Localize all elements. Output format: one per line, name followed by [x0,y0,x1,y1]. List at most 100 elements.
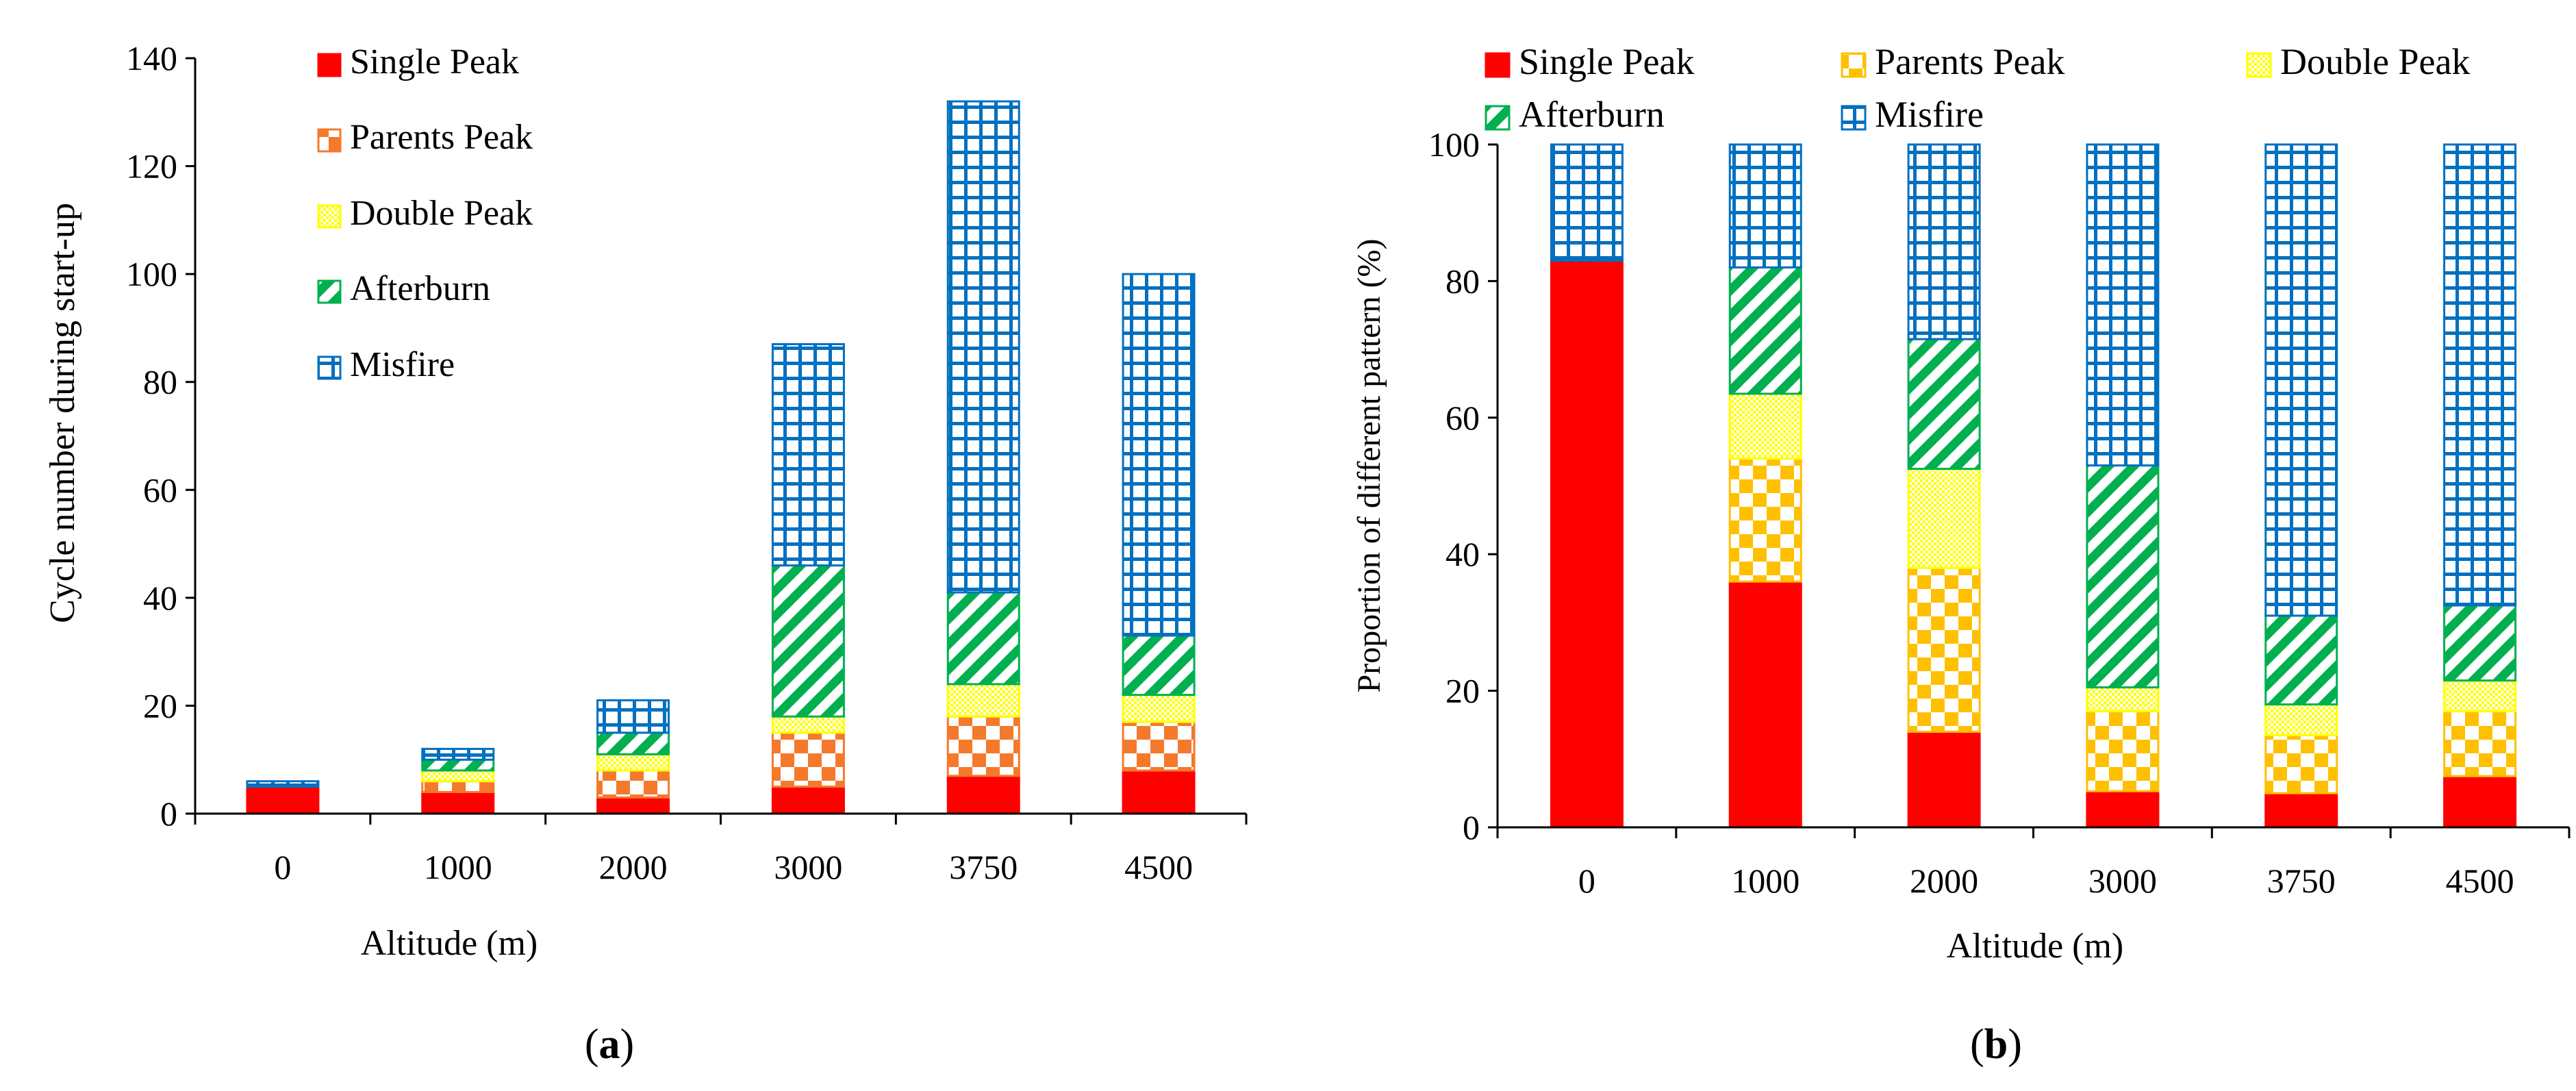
chart-b-bar-single-peak-0 [1550,259,1624,829]
chart-a-panel-label: (a) [585,1021,634,1068]
chart-b-ylabel: Proportion of different pattern (%) [1351,239,1387,693]
chart-b-xtick-label-3000: 3000 [2088,862,2157,900]
chart-a-legend-label-single-peak: Single Peak [350,42,519,81]
chart-a-bar-afterburn-3750 [946,591,1020,686]
chart-b-bar-afterburn-1000 [1728,266,1802,395]
chart-a-plot: 0 20 40 60 80 100 120 140 0 1000 2000 3000 3750 4500 [126,39,1248,886]
chart-a-bar-afterburn-4500 [1122,634,1196,697]
chart-b-bar-afterburn-3750 [2264,614,2338,706]
chart-a-bar-parents-peak-3750 [946,715,1020,777]
chart-b-legend-label-parents-peak: Parents Peak [1875,41,2064,82]
chart-a-bar-single-peak-0 [246,786,320,815]
chart-b-bar-afterburn-2000 [1907,338,1981,471]
chart-b-xtick-label-4500: 4500 [2446,862,2514,900]
chart-a-ytick-label-80: 80 [143,363,177,401]
chart-b-bar-misfire-3750 [2264,143,2338,617]
chart-a-xtick-label-1000: 1000 [424,848,492,886]
chart-b-legend-swatch-afterburn [1485,105,1511,131]
chart-a-ytick-label-60: 60 [143,471,177,509]
chart-b-ytick-label-20: 20 [1445,672,1480,710]
chart-b-bar-afterburn-4500 [2443,604,2517,682]
chart-b-xlabel: Altitude (m) [1947,927,2124,966]
chart-a-xtick-label-2000: 2000 [599,848,668,886]
chart-a-legend-label-afterburn: Afterburn [350,269,490,308]
chart-b-ytick-label-60: 60 [1445,399,1480,437]
chart-b-bar-double-peak-3750 [2264,703,2338,736]
chart-a-legend-swatch-parents-peak [317,128,342,153]
chart-a-bar-afterburn-3000 [771,564,845,718]
chart-a-legend: Single Peak Parents Peak Double Peak Afterb… [317,42,533,384]
chart-b-legend-label-double-peak: Double Peak [2280,41,2470,82]
chart-b-legend-label-misfire: Misfire [1875,94,1984,135]
chart-a-legend-label-parents-peak: Parents Peak [350,118,533,157]
chart-b-ytick-label-40: 40 [1445,535,1480,573]
chart-b: Proportion of different pattern (%) Alti… [1351,41,2571,1068]
chart-b-bar-parents-peak-2000 [1907,566,1981,733]
chart-a-bar-misfire-2000 [596,699,670,734]
chart-a-bar-single-peak-4500 [1122,769,1196,815]
chart-a-legend-swatch-afterburn [317,279,342,304]
chart-a-ytick-label-0: 0 [160,794,177,833]
chart-b-bar-single-peak-1000 [1728,580,1802,829]
chart-b-bar-misfire-0 [1550,143,1624,262]
chart-b-legend-swatch-double-peak [2246,52,2272,78]
chart-b-xtick-label-1000: 1000 [1731,862,1800,900]
chart-a-bar-parents-peak-3000 [771,731,845,788]
chart-a-bar-double-peak-1000 [421,769,495,783]
chart-a-bar-afterburn-1000 [421,758,495,772]
chart-a-ytick-label-120: 120 [126,147,177,186]
chart-b-bar-double-peak-1000 [1728,392,1802,460]
chart-a-legend-swatch-single-peak [317,53,342,77]
chart-a-ylabel: Cycle number during start-up [43,203,82,623]
chart-a-bar-double-peak-3750 [946,683,1020,718]
chart-a-bar-misfire-4500 [1122,273,1196,637]
chart-a-xtick-label-3000: 3000 [774,848,842,886]
chart-b-xtick-label-2000: 2000 [1910,862,1978,900]
chart-a: Cycle number during start-up Altitude (m… [43,39,1248,1068]
chart-a-bar-misfire-3000 [771,343,845,567]
chart-a-xlabel: Altitude (m) [361,924,538,963]
chart-a-bar-double-peak-2000 [596,753,670,772]
chart-a-bar-afterburn-2000 [596,731,670,755]
chart-b-bar-double-peak-4500 [2443,679,2517,713]
chart-a-bar-single-peak-2000 [596,796,670,815]
chart-b-xtick-label-3750: 3750 [2267,862,2336,900]
chart-a-bar-double-peak-3000 [771,715,845,734]
chart-b-bar-double-peak-3000 [2086,686,2160,713]
chart-a-ytick-label-20: 20 [143,686,177,725]
chart-b-ytick-label-100: 100 [1428,125,1480,164]
chart-b-bar-misfire-1000 [1728,143,1802,268]
chart-a-ytick-label-140: 140 [126,39,177,77]
chart-b-bar-single-peak-4500 [2443,775,2517,829]
chart-a-bar-single-peak-3750 [946,775,1020,815]
chart-b-bar-misfire-4500 [2443,143,2517,607]
chart-a-legend-label-double-peak: Double Peak [350,194,533,233]
chart-a-xtick-label-4500: 4500 [1124,848,1193,886]
chart-a-bar-single-peak-3000 [771,786,845,815]
chart-b-legend-swatch-parents-peak [1841,52,1867,78]
chart-b-bar-parents-peak-4500 [2443,710,2517,777]
chart-a-ytick-label-40: 40 [143,579,177,617]
chart-b-bar-misfire-2000 [1907,143,1981,340]
chart-a-bar-misfire-0 [246,780,320,788]
chart-b-bar-single-peak-3750 [2264,792,2338,829]
chart-b-bar-misfire-3000 [2086,143,2160,467]
chart-b-bar-afterburn-3000 [2086,464,2160,689]
chart-b-legend-label-single-peak: Single Peak [1519,41,1694,82]
chart-a-bar-parents-peak-2000 [596,769,670,799]
chart-a-ytick-label-100: 100 [126,255,177,293]
chart-a-xtick-label-3750: 3750 [949,848,1018,886]
chart-a-bar-parents-peak-4500 [1122,720,1196,772]
chart-a-bar-parents-peak-1000 [421,780,495,793]
chart-b-xtick-label-0: 0 [1578,862,1595,900]
chart-b-bar-parents-peak-3000 [2086,710,2160,792]
chart-a-bar-double-peak-4500 [1122,694,1196,723]
chart-b-legend: Single Peak Parents Peak Double Peak Afterb… [1485,41,2470,135]
chart-b-bar-double-peak-2000 [1907,468,1981,569]
chart-b-legend-label-afterburn: Afterburn [1519,94,1665,135]
chart-b-ytick-label-80: 80 [1445,262,1480,300]
chart-a-bar-misfire-1000 [421,747,495,761]
chart-a-xtick-label-0: 0 [274,848,291,886]
